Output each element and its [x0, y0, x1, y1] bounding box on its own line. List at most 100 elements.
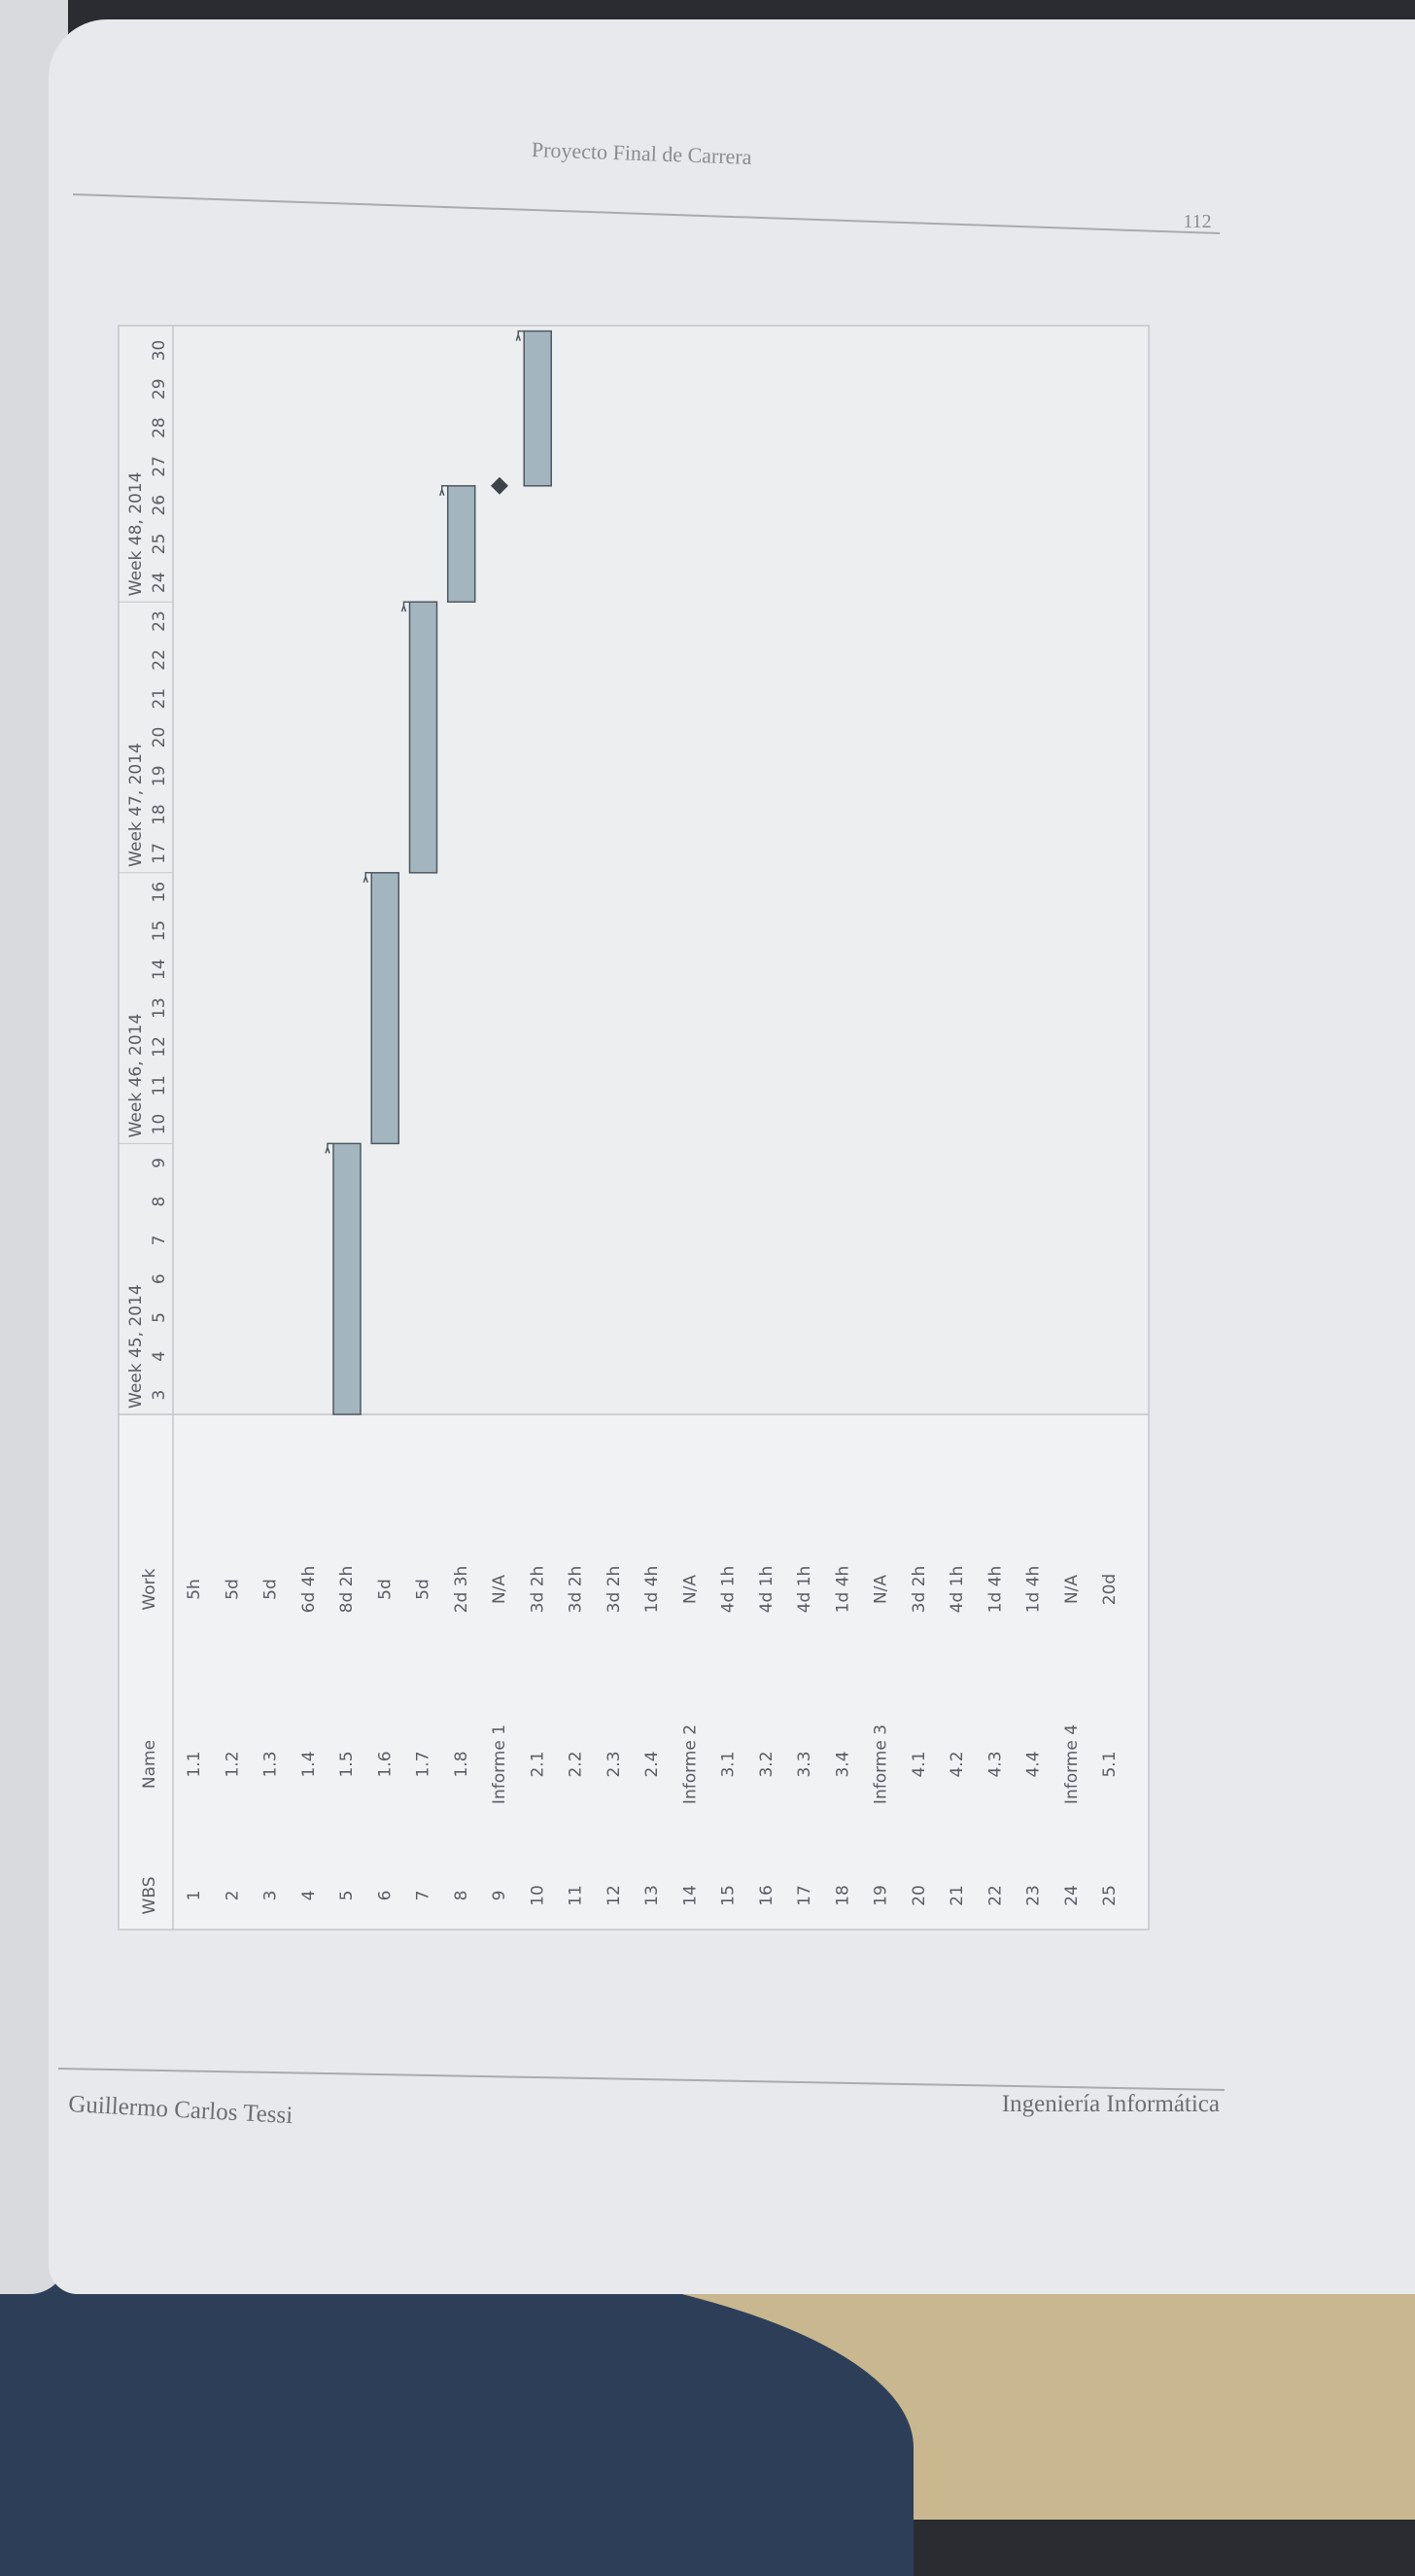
- dependency-arrow: [362, 872, 372, 884]
- cell: 3.4: [833, 1751, 852, 1777]
- task-bar: [447, 485, 476, 603]
- cell: 5d: [261, 1579, 281, 1600]
- cell: Informe 3: [872, 1724, 891, 1804]
- cell: 5d: [375, 1579, 395, 1600]
- cell: 2.1: [528, 1751, 547, 1777]
- day-label: 3: [150, 1390, 169, 1401]
- week-label: Week 46, 2014: [126, 1014, 146, 1138]
- cell: 3.3: [795, 1751, 814, 1777]
- cell: Informe 4: [1062, 1724, 1082, 1804]
- cell: 1.6: [375, 1751, 395, 1777]
- cell: 1: [185, 1891, 204, 1901]
- day-label: 29: [150, 378, 169, 400]
- cell: 12: [604, 1885, 624, 1906]
- day-label: 26: [150, 495, 169, 516]
- cell: 1d 4h: [642, 1566, 662, 1614]
- cell: Informe 2: [680, 1724, 700, 1804]
- cell: N/A: [1062, 1575, 1082, 1604]
- cell: 3.2: [757, 1751, 777, 1777]
- cell: 25: [1100, 1885, 1120, 1906]
- cell: 24: [1062, 1885, 1082, 1906]
- cell: 4.1: [910, 1751, 929, 1777]
- column-header: Name: [140, 1740, 159, 1789]
- day-label: 17: [150, 843, 169, 864]
- footer-rule: [57, 2068, 1225, 2091]
- cell: 4d 1h: [757, 1566, 777, 1614]
- cell: 7: [414, 1891, 433, 1901]
- day-label: 8: [150, 1197, 169, 1207]
- day-label: 30: [150, 340, 169, 362]
- column-header: WBS: [140, 1877, 159, 1915]
- cell: 14: [680, 1885, 700, 1906]
- dependency-arrow: [400, 601, 410, 612]
- cell: 1d 4h: [985, 1566, 1005, 1614]
- task-bar: [370, 872, 399, 1145]
- day-label: 24: [150, 572, 169, 593]
- cell: 8: [452, 1891, 471, 1901]
- week-label: Week 47, 2014: [126, 743, 146, 867]
- cell: N/A: [490, 1575, 509, 1604]
- cell: 3d 2h: [528, 1566, 547, 1614]
- cell: 13: [642, 1885, 662, 1906]
- footer-author: Guillermo Carlos Tessi: [68, 2091, 293, 2129]
- cell: 3.1: [719, 1751, 739, 1777]
- cell: 3: [261, 1891, 281, 1901]
- cell: 23: [1024, 1885, 1044, 1906]
- page-number: 112: [1183, 211, 1211, 232]
- task-bar: [408, 601, 438, 874]
- cell: 2.3: [604, 1751, 624, 1777]
- dependency-arrow: [439, 485, 448, 497]
- cell: 4d 1h: [948, 1566, 967, 1614]
- cell: 16: [757, 1885, 777, 1906]
- day-label: 12: [150, 1036, 169, 1058]
- cell: 3d 2h: [567, 1566, 586, 1614]
- cell: 4: [299, 1891, 319, 1901]
- cell: 5.1: [1100, 1751, 1120, 1777]
- day-label: 27: [150, 456, 169, 477]
- cell: 9: [490, 1891, 509, 1901]
- day-label: 10: [150, 1114, 169, 1135]
- day-label: 21: [150, 688, 169, 710]
- header-rule: [72, 193, 1221, 234]
- day-label: 18: [150, 804, 169, 825]
- cell: 4d 1h: [719, 1566, 739, 1614]
- milestone: [491, 476, 508, 495]
- cell: 22: [985, 1885, 1005, 1906]
- dependency-arrow: [515, 330, 525, 341]
- week-label: Week 48, 2014: [126, 472, 146, 597]
- cell: 1.1: [185, 1751, 204, 1777]
- task-bar: [332, 1142, 362, 1415]
- cell: 2.2: [567, 1751, 586, 1777]
- cell: 3d 2h: [604, 1566, 624, 1614]
- cell: 3d 2h: [910, 1566, 929, 1614]
- cell: 6d 4h: [299, 1566, 319, 1614]
- dependency-arrow: [325, 1142, 333, 1154]
- day-label: 15: [150, 921, 169, 942]
- cell: 19: [872, 1885, 891, 1906]
- day-label: 9: [150, 1158, 169, 1168]
- cell: 2: [223, 1891, 242, 1901]
- cell: 4.3: [985, 1751, 1005, 1777]
- cell: 15: [719, 1885, 739, 1906]
- table-frame: [118, 1413, 1150, 1931]
- cell: 5: [337, 1891, 357, 1901]
- day-label: 22: [150, 649, 169, 671]
- day-label: 23: [150, 610, 169, 632]
- cell: 5d: [223, 1579, 242, 1600]
- cell: 1.5: [337, 1751, 357, 1777]
- day-label: 16: [150, 882, 169, 903]
- cell: 6: [375, 1891, 395, 1901]
- day-label: 14: [150, 958, 169, 980]
- day-label: 11: [150, 1075, 169, 1097]
- cell: 1.2: [223, 1751, 242, 1777]
- day-label: 28: [150, 417, 169, 438]
- day-label: 13: [150, 997, 169, 1019]
- cell: 11: [567, 1885, 586, 1906]
- cell: 1.3: [261, 1751, 281, 1777]
- timeline-frame: [118, 325, 1150, 1415]
- task-bar: [523, 330, 552, 487]
- cell: 4d 1h: [795, 1566, 814, 1614]
- cell: 17: [795, 1885, 814, 1906]
- day-label: 7: [150, 1235, 169, 1245]
- footer-department: Ingeniería Informática: [1002, 2091, 1220, 2117]
